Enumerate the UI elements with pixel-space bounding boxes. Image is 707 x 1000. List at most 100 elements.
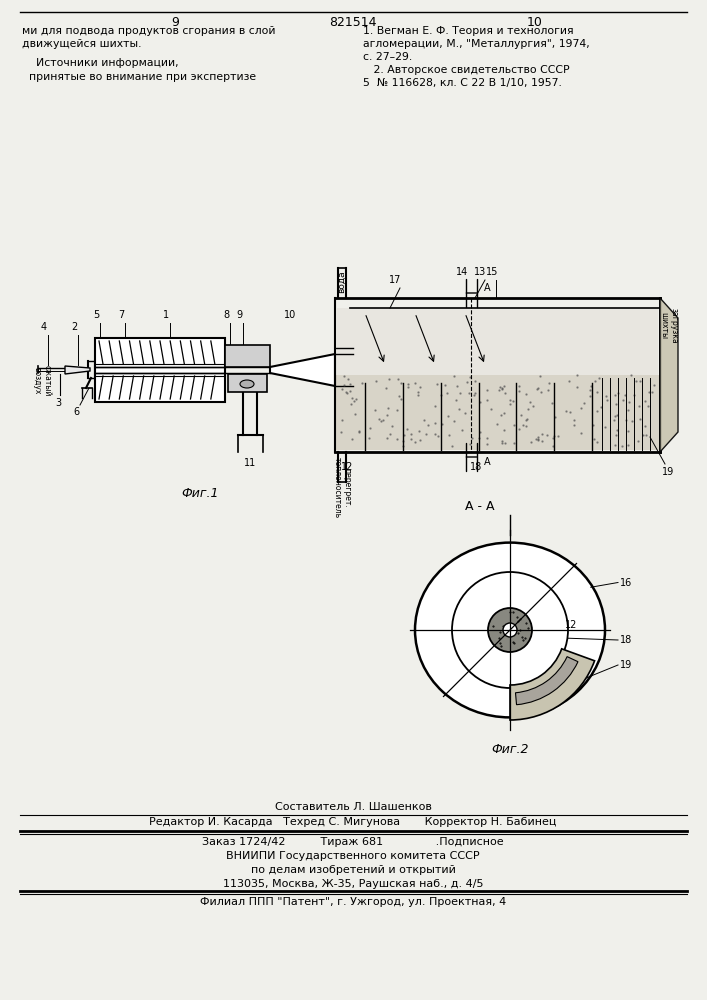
Point <box>609 408 621 424</box>
Point <box>591 403 602 419</box>
Point <box>397 433 408 449</box>
Bar <box>95 338 225 402</box>
Point <box>469 385 481 401</box>
Point <box>346 390 358 406</box>
Point <box>382 407 393 423</box>
Text: 4: 4 <box>41 322 47 332</box>
Point <box>560 403 571 419</box>
Text: 12: 12 <box>341 462 354 472</box>
Point <box>405 426 416 442</box>
Point <box>469 387 480 403</box>
Point <box>422 417 433 433</box>
Point <box>436 416 448 432</box>
Point <box>532 380 544 396</box>
Text: 113035, Москва, Ж-35, Раушская наб., д. 4/5: 113035, Москва, Ж-35, Раушская наб., д. … <box>223 879 484 889</box>
Point <box>625 367 636 383</box>
Point <box>532 431 544 447</box>
Point <box>575 400 587 416</box>
Wedge shape <box>510 649 595 720</box>
Point <box>497 435 508 451</box>
Point <box>451 392 462 408</box>
Point <box>514 383 525 399</box>
Point <box>344 383 355 399</box>
Text: по делам изобретений и открытий: по делам изобретений и открытий <box>250 865 455 875</box>
Point <box>600 388 612 404</box>
Point <box>611 396 622 412</box>
Text: с. 27–29.: с. 27–29. <box>363 52 412 62</box>
Point <box>609 437 621 453</box>
Point <box>443 427 455 443</box>
Point <box>513 378 525 394</box>
Point <box>452 378 463 394</box>
Point <box>392 371 404 387</box>
Point <box>571 379 583 395</box>
Point <box>527 398 539 414</box>
Text: 2. Авторское свидетельство СССР: 2. Авторское свидетельство СССР <box>363 65 570 75</box>
Point <box>391 431 402 447</box>
Point <box>590 373 601 389</box>
Point <box>499 435 510 451</box>
Point <box>596 399 607 415</box>
Point <box>378 412 389 428</box>
Text: Составитель Л. Шашенков: Составитель Л. Шашенков <box>274 802 431 812</box>
Point <box>624 394 635 410</box>
Point <box>365 420 376 436</box>
Point <box>498 422 509 438</box>
Text: 11: 11 <box>244 458 256 468</box>
Text: 19: 19 <box>662 467 674 477</box>
Text: Филиал ППП "Патент", г. Ужгород, ул. Проектная, 4: Филиал ППП "Патент", г. Ужгород, ул. Про… <box>200 897 506 907</box>
Point <box>522 411 533 427</box>
Text: 10: 10 <box>527 16 543 29</box>
Point <box>629 387 640 403</box>
Point <box>610 427 621 443</box>
Text: 18: 18 <box>620 635 632 645</box>
Point <box>395 391 407 407</box>
Point <box>622 437 633 453</box>
Point <box>383 371 395 387</box>
Text: агломерации, М., "Металлургия", 1974,: агломерации, М., "Металлургия", 1974, <box>363 39 590 49</box>
Point <box>499 385 510 401</box>
Text: движущейся шихты.: движущейся шихты. <box>22 39 141 49</box>
Text: 821514: 821514 <box>329 16 377 29</box>
Point <box>346 396 357 412</box>
Point <box>429 426 440 442</box>
Point <box>414 379 426 395</box>
Point <box>611 407 622 423</box>
Point <box>634 373 645 389</box>
Point <box>474 394 486 410</box>
Bar <box>228 374 267 392</box>
Text: Заказ 1724/42          Тираж 681               .Подписное: Заказ 1724/42 Тираж 681 .Подписное <box>202 837 504 847</box>
Point <box>525 394 536 410</box>
Text: сжатый
воздух: сжатый воздух <box>33 365 52 396</box>
Text: 8: 8 <box>223 310 229 320</box>
Polygon shape <box>660 298 678 452</box>
Point <box>410 375 421 391</box>
Point <box>626 413 638 429</box>
Point <box>350 391 361 407</box>
Point <box>542 427 553 443</box>
Point <box>469 373 481 389</box>
Point <box>481 392 493 408</box>
Text: 1. Вегман Е. Ф. Теория и технология: 1. Вегман Е. Ф. Теория и технология <box>363 26 573 36</box>
Point <box>419 412 430 428</box>
Point <box>373 411 385 427</box>
Point <box>402 379 414 395</box>
Point <box>494 379 506 395</box>
Point <box>504 396 515 412</box>
Point <box>380 380 392 396</box>
Point <box>402 376 414 392</box>
Point <box>532 429 544 445</box>
Point <box>609 412 620 428</box>
Point <box>646 384 658 400</box>
Point <box>505 392 516 408</box>
Point <box>587 417 598 433</box>
Polygon shape <box>65 366 90 374</box>
Point <box>571 367 583 383</box>
Text: перегрет.
теплоноситель: перегрет. теплоноситель <box>332 457 351 518</box>
Point <box>448 413 460 429</box>
Point <box>498 405 510 421</box>
Point <box>473 430 484 446</box>
Point <box>493 382 505 398</box>
Point <box>609 387 621 403</box>
Point <box>336 424 347 440</box>
